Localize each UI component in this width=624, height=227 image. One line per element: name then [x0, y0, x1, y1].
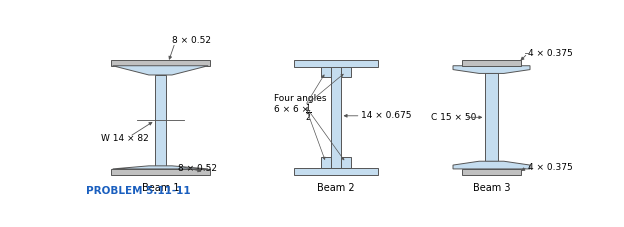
- Polygon shape: [113, 166, 208, 169]
- Text: Beam 1: Beam 1: [142, 183, 179, 193]
- Polygon shape: [113, 66, 208, 75]
- Text: W 14 × 82: W 14 × 82: [101, 134, 149, 143]
- Bar: [111, 169, 210, 175]
- Bar: [294, 59, 378, 67]
- Text: 8 × 0.52: 8 × 0.52: [178, 164, 217, 173]
- Bar: [111, 59, 210, 66]
- Text: Beam 2: Beam 2: [317, 183, 355, 193]
- Bar: [321, 67, 331, 77]
- Bar: [294, 168, 378, 175]
- Bar: [462, 169, 521, 175]
- Text: 6 × 6 ×: 6 × 6 ×: [273, 105, 309, 114]
- Text: Beam 3: Beam 3: [473, 183, 510, 193]
- Text: 4 × 0.375: 4 × 0.375: [528, 49, 572, 58]
- Bar: [155, 75, 166, 166]
- Bar: [485, 74, 498, 161]
- Text: $\frac{1}{2}$: $\frac{1}{2}$: [305, 103, 312, 124]
- Bar: [341, 157, 351, 168]
- Polygon shape: [453, 66, 530, 74]
- Text: 8 × 0.52: 8 × 0.52: [172, 36, 211, 45]
- Bar: [331, 67, 341, 168]
- Text: C 15 × 50: C 15 × 50: [431, 113, 477, 122]
- Polygon shape: [453, 161, 530, 169]
- Text: 4 × 0.375: 4 × 0.375: [528, 163, 572, 172]
- Bar: [341, 67, 351, 77]
- Text: PROBLEM 5.11-11: PROBLEM 5.11-11: [85, 186, 190, 196]
- Text: 14 × 0.675: 14 × 0.675: [361, 111, 411, 120]
- Text: Four angles: Four angles: [273, 94, 326, 103]
- Bar: [462, 59, 521, 66]
- Bar: [321, 157, 331, 168]
